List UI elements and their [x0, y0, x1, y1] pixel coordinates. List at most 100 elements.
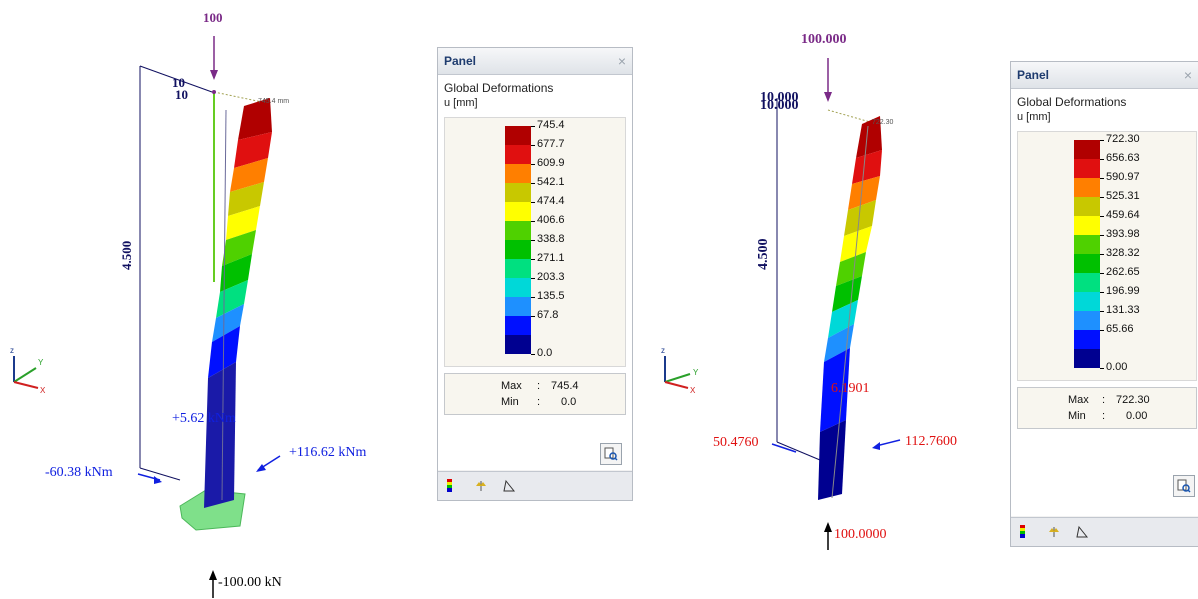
color-scale-tab-icon[interactable] [1017, 523, 1035, 541]
legend-swatch [1074, 140, 1100, 159]
legend-value: 656.63 [1106, 152, 1140, 164]
legend-tick [531, 278, 535, 279]
legend-swatch [1074, 254, 1100, 273]
dimension-extension-bottom [139, 467, 181, 481]
legend-tick [1100, 368, 1104, 369]
legend-swatch [505, 259, 531, 278]
axis-z-label-left: z [10, 346, 14, 355]
right-top-load-label: 100.000 [801, 32, 847, 47]
legend-swatch [505, 278, 531, 297]
moment-left-arrowhead [154, 476, 162, 484]
axial-reaction-arrowhead [824, 522, 832, 532]
ruler-tab-icon[interactable] [1073, 523, 1091, 541]
legend-swatch [505, 297, 531, 316]
legend-tick [531, 316, 535, 317]
zoom-legend-button[interactable] [600, 443, 622, 465]
legend-swatch [505, 240, 531, 259]
top-load-arrowhead [210, 70, 218, 80]
legend-swatch [505, 126, 531, 145]
max-value: 722.30 [1116, 394, 1150, 406]
left-top-dim-1: 10 [172, 75, 185, 90]
legend-value: 135.5 [537, 290, 565, 302]
legend-value: 609.9 [537, 157, 565, 169]
axes-triad-left [13, 356, 39, 389]
close-icon[interactable]: × [617, 53, 626, 69]
load-point [212, 90, 216, 94]
legend-value: 459.64 [1106, 209, 1140, 221]
legend-scale: 722.30 656.63 590.97 525.31 459.64 393.98 328.… [1074, 133, 1194, 373]
left-moment-right: +116.62 kNm [289, 445, 367, 460]
panel-heading: Global Deformations [1017, 95, 1127, 109]
axis-x-label-right: X [690, 386, 696, 395]
magnifier-icon [1177, 479, 1191, 493]
right-top-dim-1: 10.000 [760, 90, 799, 105]
legend-swatch [505, 335, 531, 354]
color-legend: 722.30 656.63 590.97 525.31 459.64 393.98 328.… [1017, 131, 1197, 381]
legend-swatch [1074, 330, 1100, 349]
legend-value: 338.8 [537, 233, 565, 245]
legend-value: 196.99 [1106, 285, 1140, 297]
panel-title-bar[interactable]: Panel × [1011, 62, 1198, 89]
legend-swatch [505, 183, 531, 202]
legend-tick [1100, 273, 1104, 274]
dimension-extension-top [139, 65, 213, 93]
legend-swatch [505, 145, 531, 164]
legend-value: 590.97 [1106, 171, 1140, 183]
axis-x-label-left: X [40, 386, 46, 395]
legend-swatch [505, 202, 531, 221]
balance-tab-icon[interactable] [1045, 523, 1063, 541]
moment-left-arrow [771, 443, 797, 453]
panel-heading: Global Deformations [444, 81, 554, 95]
legend-tick [531, 240, 535, 241]
legend-tick [531, 126, 535, 127]
right-tip-label: 722.30 [872, 119, 894, 126]
legend-value: 525.31 [1106, 190, 1140, 202]
legend-tick [531, 183, 535, 184]
panel-title: Panel [444, 54, 477, 68]
legend-tick [1100, 330, 1104, 331]
legend-value: 722.30 [1106, 133, 1140, 145]
legend-tick [531, 164, 535, 165]
legend-tick [531, 354, 535, 355]
legend-swatch [1074, 216, 1100, 235]
max-label: Max [1068, 394, 1089, 406]
legend-swatch [505, 164, 531, 183]
color-scale-tab-icon[interactable] [444, 477, 462, 495]
legend-swatch [1074, 235, 1100, 254]
panel-unit: u [mm] [444, 97, 478, 109]
panel-title-bar[interactable]: Panel × [438, 48, 632, 75]
legend-value: 131.33 [1106, 304, 1140, 316]
right-top-dim-2: 10.000 [760, 98, 799, 113]
results-panel-right[interactable]: Panel × Global Deformations u [mm] 722.3… [1010, 61, 1198, 547]
moment-right-arrowhead [872, 442, 880, 450]
dimension-extension-bottom [776, 441, 821, 461]
panel-title: Panel [1017, 68, 1050, 82]
legend-tick [1100, 216, 1104, 217]
left-moment-left: -60.38 kNm [45, 465, 113, 480]
legend-value: 393.98 [1106, 228, 1140, 240]
legend-tick [1100, 292, 1104, 293]
zoom-legend-button[interactable] [1173, 475, 1195, 497]
left-column-contour [204, 98, 272, 508]
legend-tick [1100, 235, 1104, 236]
legend-swatch [505, 221, 531, 240]
legend-swatch [1074, 197, 1100, 216]
axis-z-label-right: z [661, 346, 665, 355]
legend-tick [1100, 197, 1104, 198]
min-label: Min [501, 396, 519, 408]
legend-swatch [1074, 311, 1100, 330]
balance-tab-icon[interactable] [472, 477, 490, 495]
legend-value: 67.8 [537, 309, 559, 321]
close-icon[interactable]: × [1183, 67, 1192, 83]
results-panel-left[interactable]: Panel × Global Deformations u [mm] 745.4… [437, 47, 633, 501]
right-right-value: 112.7600 [905, 434, 957, 449]
ruler-tab-icon[interactable] [500, 477, 518, 495]
moment-right-arrowhead [256, 464, 266, 472]
right-left-value: 50.4760 [713, 435, 759, 450]
panel-body: Global Deformations u [mm] 745.4 677.7 609… [438, 75, 632, 470]
right-mid-value: 6.1901 [831, 381, 870, 396]
